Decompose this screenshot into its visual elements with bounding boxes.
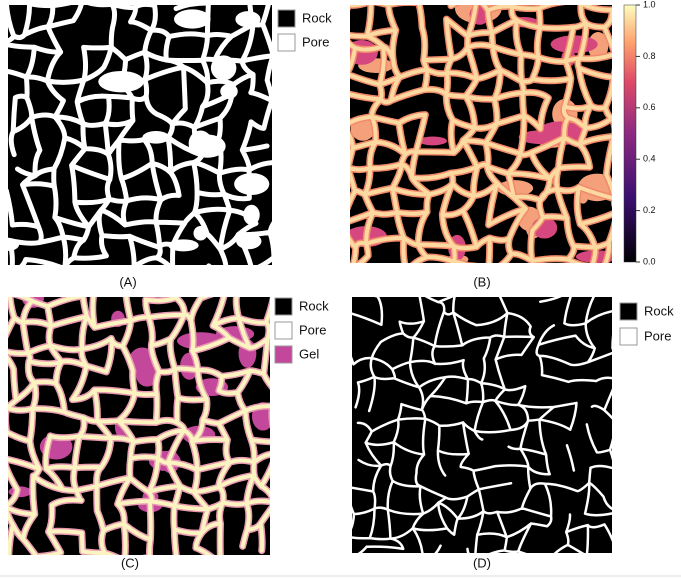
micro-image [8,5,272,265]
legend-label: Rock [302,10,332,25]
legend-swatch [274,321,293,340]
colorbar [623,4,637,263]
legend-label: Rock [644,303,674,318]
pore-network [352,297,612,553]
rock-background [352,297,612,553]
micro-image [8,297,270,555]
panel-label: (A) [119,274,136,289]
pore-network [8,297,270,555]
pore-network [8,5,272,265]
pore-blob [418,136,447,146]
panel-label: (C) [121,555,139,570]
legend-swatch [274,297,293,316]
legend-label: Rock [299,298,329,313]
legend-label: Pore [644,328,671,343]
panel-label: (B) [473,274,490,289]
legend-swatch [619,327,638,346]
legend-label: Pore [299,322,326,337]
panel-label: (D) [473,555,491,570]
rock-background [8,5,272,265]
pore-network [350,5,612,263]
colorbar-tick-label: 0.0 [643,256,656,266]
colorbar-tick-label: 0.4 [643,154,656,164]
legend-label: Pore [302,34,329,49]
micro-image [350,5,612,263]
pore-blob [173,9,211,29]
colorbar-tick-label: 0.2 [643,205,656,215]
pore-blob [234,173,270,195]
micro-image [352,297,612,553]
legend-swatch [277,33,296,52]
colorbar-tick-label: 0.6 [643,102,656,112]
legend-swatch [274,345,293,364]
legend-swatch [619,302,638,321]
colorbar-tick-label: 0.8 [643,51,656,61]
legend-label: Gel [299,346,319,361]
legend-swatch [277,9,296,28]
colorbar-tick-label: 1.0 [643,0,656,9]
